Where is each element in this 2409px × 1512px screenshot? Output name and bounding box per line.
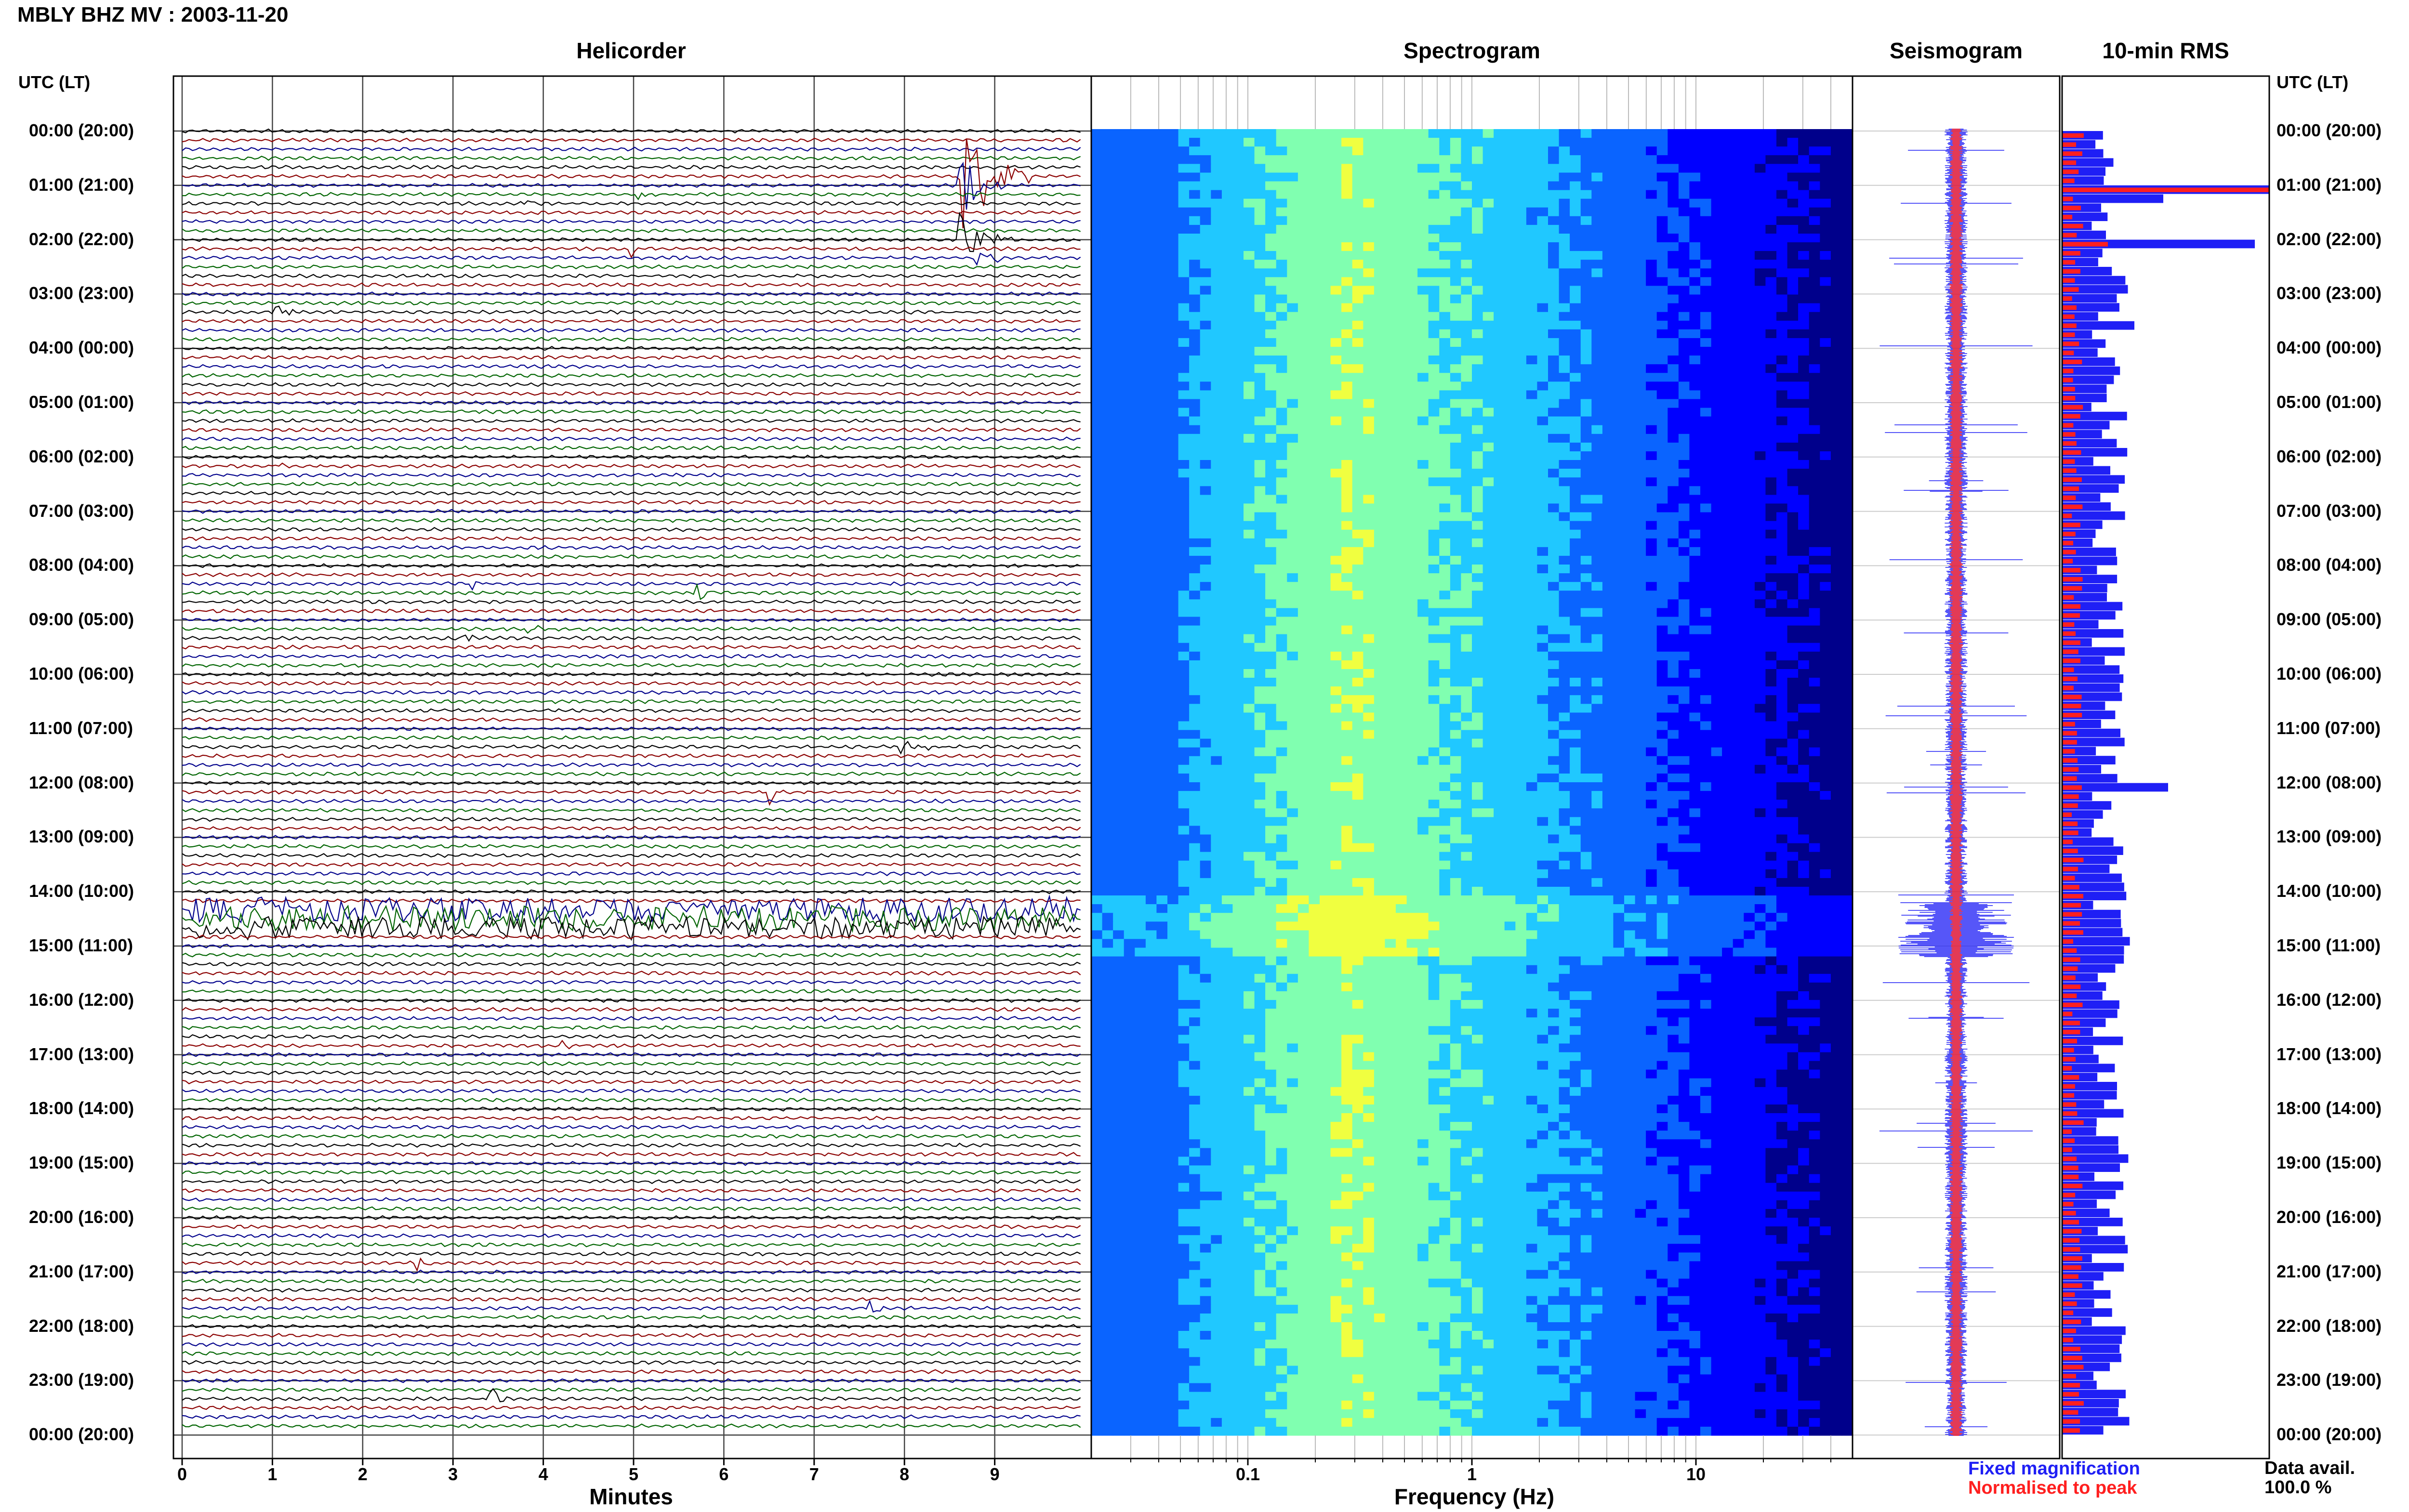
- right-time-label: 07:00 (03:00): [2277, 500, 2382, 521]
- legend-fixed: Fixed magnification: [1968, 1459, 2140, 1479]
- right-time-label: 23:00 (19:00): [2277, 1370, 2382, 1390]
- left-time-label: 07:00 (03:00): [29, 500, 134, 521]
- left-time-label: 14:00 (10:00): [29, 881, 134, 901]
- left-time-label: 19:00 (15:00): [29, 1153, 134, 1173]
- spectrogram-title: Spectrogram: [1403, 38, 1540, 63]
- helicorder-tick-label: 0: [177, 1464, 187, 1484]
- right-time-label: 10:00 (06:00): [2277, 664, 2382, 684]
- spectrogram-tick-label: 0.1: [1235, 1464, 1260, 1484]
- helicorder-tick-label: 3: [448, 1464, 458, 1484]
- left-time-label: 10:00 (06:00): [29, 664, 134, 684]
- helicorder-tick-label: 4: [538, 1464, 548, 1484]
- right-time-label: 17:00 (13:00): [2277, 1044, 2382, 1064]
- left-time-label: 18:00 (14:00): [29, 1098, 134, 1118]
- spectrogram-xlabel: Frequency (Hz): [1394, 1484, 1555, 1509]
- seismogram-trace: [1853, 76, 2060, 1459]
- right-time-label: 15:00 (11:00): [2277, 935, 2381, 955]
- right-time-label: 16:00 (12:00): [2277, 989, 2382, 1010]
- right-time-label: 04:00 (00:00): [2277, 338, 2382, 358]
- left-time-label: 16:00 (12:00): [29, 989, 134, 1010]
- helicorder-tick-label: 2: [357, 1464, 368, 1484]
- spectrogram-tick-label: 1: [1467, 1464, 1477, 1484]
- right-time-label: 13:00 (09:00): [2277, 827, 2382, 847]
- helicorder-tick-label: 5: [628, 1464, 639, 1484]
- right-time-label: 05:00 (01:00): [2277, 392, 2382, 412]
- left-time-label: 11:00 (07:00): [29, 718, 133, 738]
- right-time-label: 01:00 (21:00): [2277, 174, 2382, 195]
- left-time-label: 02:00 (22:00): [29, 229, 134, 249]
- helicorder-xlabel: Minutes: [589, 1484, 673, 1509]
- spectrogram-tick-label: 10: [1686, 1464, 1706, 1484]
- legend-normalised: Normalised to peak: [1968, 1478, 2137, 1498]
- helicorder-tick-label: 6: [719, 1464, 729, 1484]
- rms-title: 10-min RMS: [2102, 38, 2229, 63]
- right-time-label: 09:00 (05:00): [2277, 609, 2382, 630]
- right-time-label: 02:00 (22:00): [2277, 229, 2382, 249]
- left-time-label: 17:00 (13:00): [29, 1044, 134, 1064]
- left-time-label: 03:00 (23:00): [29, 283, 134, 303]
- helicorder-traces: [173, 76, 1091, 1459]
- left-time-label: 05:00 (01:00): [29, 392, 134, 412]
- right-time-label: 03:00 (23:00): [2277, 283, 2382, 303]
- right-time-label: 22:00 (18:00): [2277, 1315, 2382, 1336]
- data-availability-label: Data avail.: [2264, 1458, 2355, 1478]
- helicorder-tick-label: 1: [267, 1464, 278, 1484]
- left-time-label: 20:00 (16:00): [29, 1207, 134, 1227]
- left-time-label: 12:00 (08:00): [29, 772, 134, 792]
- right-time-label: 00:00 (20:00): [2277, 1424, 2382, 1445]
- data-availability: Data avail. 100.0 %: [2264, 1459, 2355, 1497]
- left-time-label: 01:00 (21:00): [29, 174, 134, 195]
- left-time-label: 23:00 (19:00): [29, 1370, 134, 1390]
- left-time-label: 22:00 (18:00): [29, 1315, 134, 1336]
- right-time-header: UTC (LT): [2277, 72, 2349, 92]
- spectrogram-heatmap: [1091, 76, 1853, 1459]
- left-time-label: 08:00 (04:00): [29, 555, 134, 575]
- rms-bars: [2062, 76, 2269, 1459]
- right-time-label: 08:00 (04:00): [2277, 555, 2382, 575]
- right-time-label: 11:00 (07:00): [2277, 718, 2381, 738]
- helicorder-tick-label: 9: [990, 1464, 1000, 1484]
- left-time-label: 04:00 (00:00): [29, 338, 134, 358]
- left-time-label: 00:00 (20:00): [29, 1424, 134, 1445]
- right-time-label: 00:00 (20:00): [2277, 120, 2382, 140]
- right-time-label: 18:00 (14:00): [2277, 1098, 2382, 1118]
- left-time-label: 00:00 (20:00): [29, 120, 134, 140]
- seismogram-title: Seismogram: [1889, 38, 2023, 63]
- right-time-label: 21:00 (17:00): [2277, 1261, 2382, 1281]
- left-time-label: 15:00 (11:00): [29, 935, 133, 955]
- right-time-label: 20:00 (16:00): [2277, 1207, 2382, 1227]
- axis-ticks: [181, 1459, 1831, 1465]
- left-time-label: 06:00 (02:00): [29, 446, 134, 466]
- left-time-label: 09:00 (05:00): [29, 609, 134, 630]
- right-time-label: 06:00 (02:00): [2277, 446, 2382, 466]
- right-time-label: 12:00 (08:00): [2277, 772, 2382, 792]
- helicorder-tick-label: 7: [809, 1464, 819, 1484]
- right-time-label: 14:00 (10:00): [2277, 881, 2382, 901]
- station-title: MBLY BHZ MV : 2003-11-20: [17, 3, 289, 26]
- left-time-header: UTC (LT): [18, 72, 91, 92]
- right-time-label: 19:00 (15:00): [2277, 1153, 2382, 1173]
- data-availability-value: 100.0 %: [2264, 1477, 2332, 1498]
- helicorder-tick-label: 8: [900, 1464, 910, 1484]
- left-time-label: 13:00 (09:00): [29, 827, 134, 847]
- left-time-label: 21:00 (17:00): [29, 1261, 134, 1281]
